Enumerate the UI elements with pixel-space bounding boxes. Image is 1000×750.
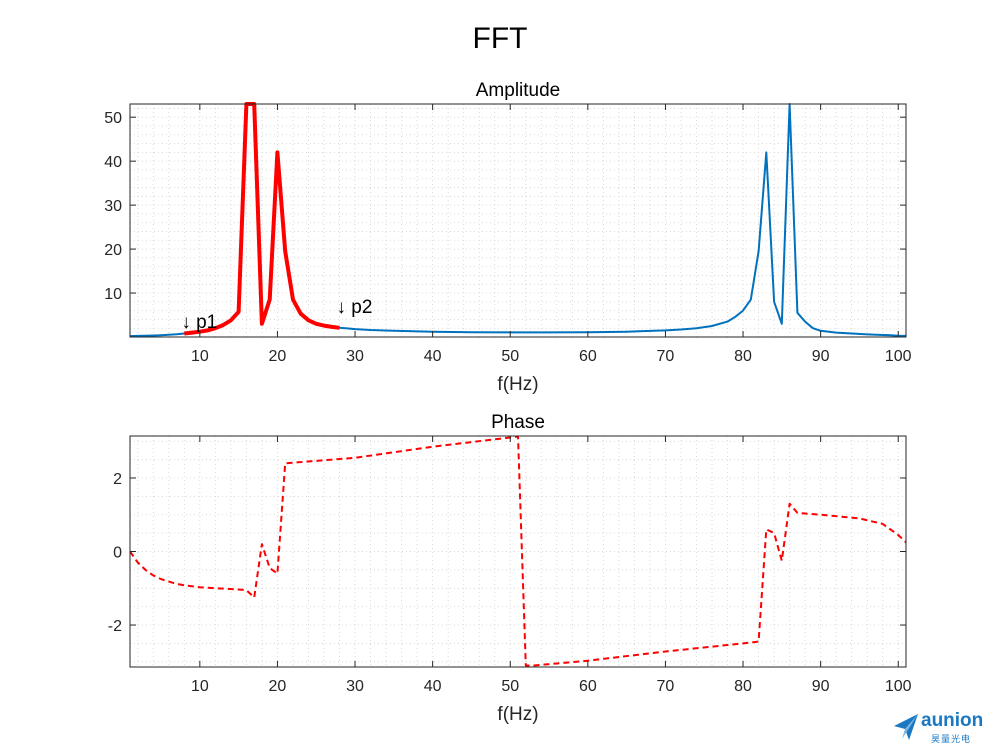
x-tick-label: 30 (346, 678, 364, 695)
series-line-1 (184, 102, 340, 336)
x-tick-label: 70 (657, 348, 675, 365)
x-tick-label: 90 (812, 678, 830, 695)
x-tick-label: 80 (734, 678, 752, 695)
x-tick-label: 10 (191, 348, 209, 365)
annotation-label: ↓ p1 (181, 312, 217, 333)
x-tick-label: 80 (734, 348, 752, 365)
x-tick-label: 50 (501, 678, 519, 695)
y-tick-label: 20 (104, 242, 122, 259)
axes-title: Phase (491, 412, 545, 433)
x-tick-label: 40 (424, 678, 442, 695)
axes-title: Amplitude (476, 80, 561, 101)
x-tick-label: 30 (346, 348, 364, 365)
aunion-logo: aunion 昊量光电 (893, 708, 993, 748)
x-tick-label: 100 (885, 348, 912, 365)
paper-plane-icon (894, 714, 918, 740)
amplitude-plot: 10 20 30 40 50 60 70 80 90 100 10 20 30 40 50 Amplitude… (104, 80, 911, 395)
x-tick-label: 50 (501, 348, 519, 365)
x-tick-label: 20 (269, 348, 287, 365)
series-line-0 (129, 435, 907, 667)
x-tick-label: 10 (191, 678, 209, 695)
x-tick-label: 100 (885, 678, 912, 695)
y-tick-label: 50 (104, 110, 122, 127)
y-tick-label: 2 (113, 471, 122, 488)
x-axis-label: f(Hz) (497, 374, 538, 395)
logo-subtitle: 昊量光电 (931, 735, 972, 745)
x-tick-label: 60 (579, 348, 597, 365)
y-tick-label: -2 (108, 618, 122, 635)
axes-box (129, 103, 907, 338)
grid (130, 104, 906, 337)
x-tick-label: 90 (812, 348, 830, 365)
y-tick-label: 40 (104, 154, 122, 171)
logo-name: aunion (921, 710, 984, 731)
x-axis-label: f(Hz) (497, 704, 538, 725)
figure-title: FFT (473, 22, 528, 55)
annotation-label: ↓ p2 (337, 297, 373, 318)
phase-plot: 10 20 30 40 50 60 70 80 90 100 -2 0 2 Phase f(Hz) (108, 412, 912, 725)
grid (130, 436, 906, 667)
y-tick-label: 0 (113, 545, 122, 562)
x-tick-label: 70 (657, 678, 675, 695)
y-tick-label: 10 (104, 286, 122, 303)
x-tick-label: 20 (269, 678, 287, 695)
x-tick-label: 60 (579, 678, 597, 695)
x-tick-label: 40 (424, 348, 442, 365)
y-tick-label: 30 (104, 198, 122, 215)
